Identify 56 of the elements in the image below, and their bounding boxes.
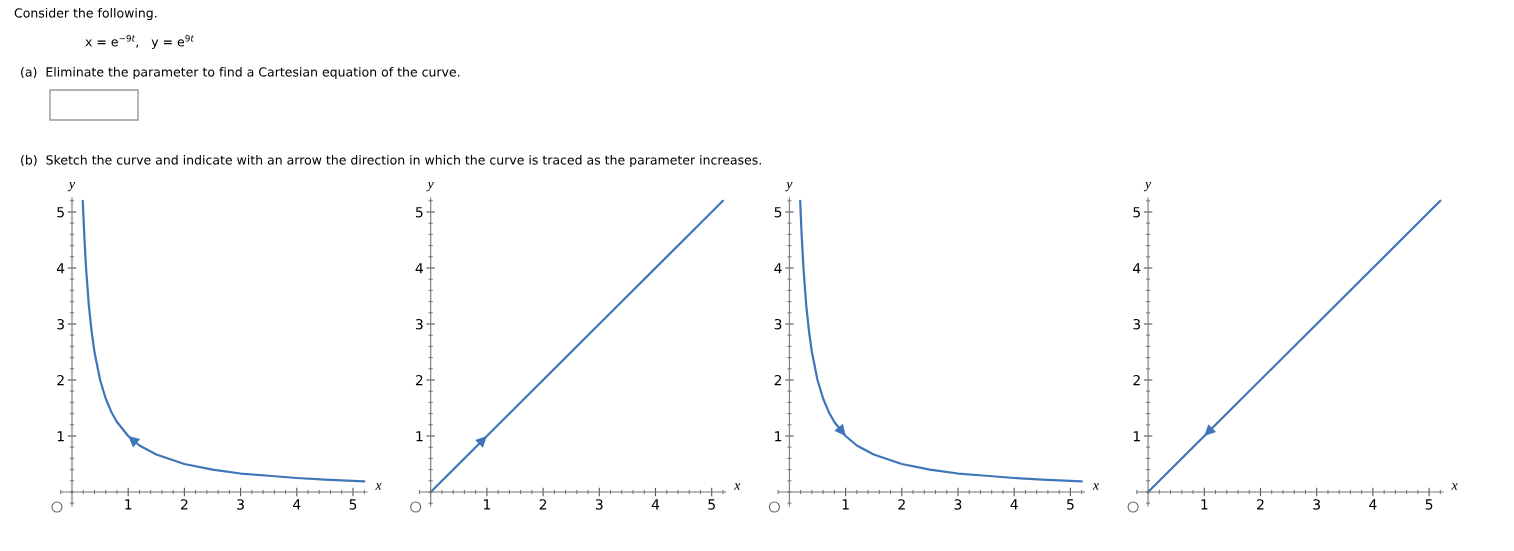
line-series [81,199,366,483]
y-tick-label: 4 [415,263,423,274]
text: (b) Sketch the curve and indicate with an arrow the direction in which the curve is traced as the parameter increases. [21,154,761,168]
x-axis-title: x [1451,483,1458,490]
x-tick-label: 5 [1067,499,1074,510]
x-axis-title: x [375,483,382,490]
y-tick-label: 2 [774,374,782,386]
line-series [429,199,725,494]
x-axis-title: x [734,483,741,490]
y-tick-label: 4 [56,263,65,274]
y-tick-label: 2 [1133,374,1140,386]
text: Consider the following. [14,7,157,21]
x-tick-label: 2 [1257,499,1264,510]
y-tick-label: 5 [57,207,64,218]
y-tick-label: 1 [1133,431,1140,442]
x-tick-label: 3 [1313,499,1321,510]
x-tick-label: 1 [125,499,132,510]
y-tick-label: 3 [1133,318,1141,330]
y-tick-label: 5 [774,207,782,218]
x-tick-label: 4 [1369,499,1377,510]
x-tick-label: 2 [539,499,547,510]
y-tick-label: 2 [415,374,423,386]
x-axis-title: x [1092,483,1099,490]
y-tick-label: 4 [1133,263,1141,274]
y-tick-label: 2 [57,374,64,386]
y-tick-label: 1 [775,431,782,442]
x-tick-label: 3 [595,499,603,510]
y-axis-title: y [785,181,793,192]
x-tick-label: 5 [1425,499,1433,510]
y-tick-label: 3 [57,318,64,330]
y-tick-label: 3 [774,318,782,330]
x-tick-label: 3 [237,499,244,510]
y-tick-label: 1 [416,431,423,442]
x-tick-label: 1 [484,499,491,510]
x-tick-label: 2 [181,499,188,510]
x-tick-label: 5 [349,499,357,510]
text: (a) Eliminate the parameter to find a Cartesian equation of the curve. [21,66,460,80]
y-tick-label: 3 [415,318,423,330]
x-tick-label: 1 [842,499,849,510]
x-tick-label: 4 [1010,499,1018,510]
y-tick-label: 5 [1133,207,1140,218]
x-tick-label: 3 [954,499,962,510]
text: x = e$^{−9t}$, y = e$^{9t}$ [85,35,195,49]
y-tick-label: 5 [415,207,423,218]
y-axis-title: y [426,181,434,192]
y-axis-title: y [67,181,76,192]
x-tick-label: 5 [708,499,715,510]
x-tick-label: 1 [1201,499,1208,510]
x-tick-label: 2 [898,499,905,510]
line-series [799,199,1083,483]
y-axis-title: y [1143,181,1152,192]
x-tick-label: 4 [651,499,660,510]
y-tick-label: 4 [774,263,782,274]
x-tick-label: 4 [293,499,301,510]
line-series [1146,199,1442,494]
y-tick-label: 1 [57,431,64,442]
